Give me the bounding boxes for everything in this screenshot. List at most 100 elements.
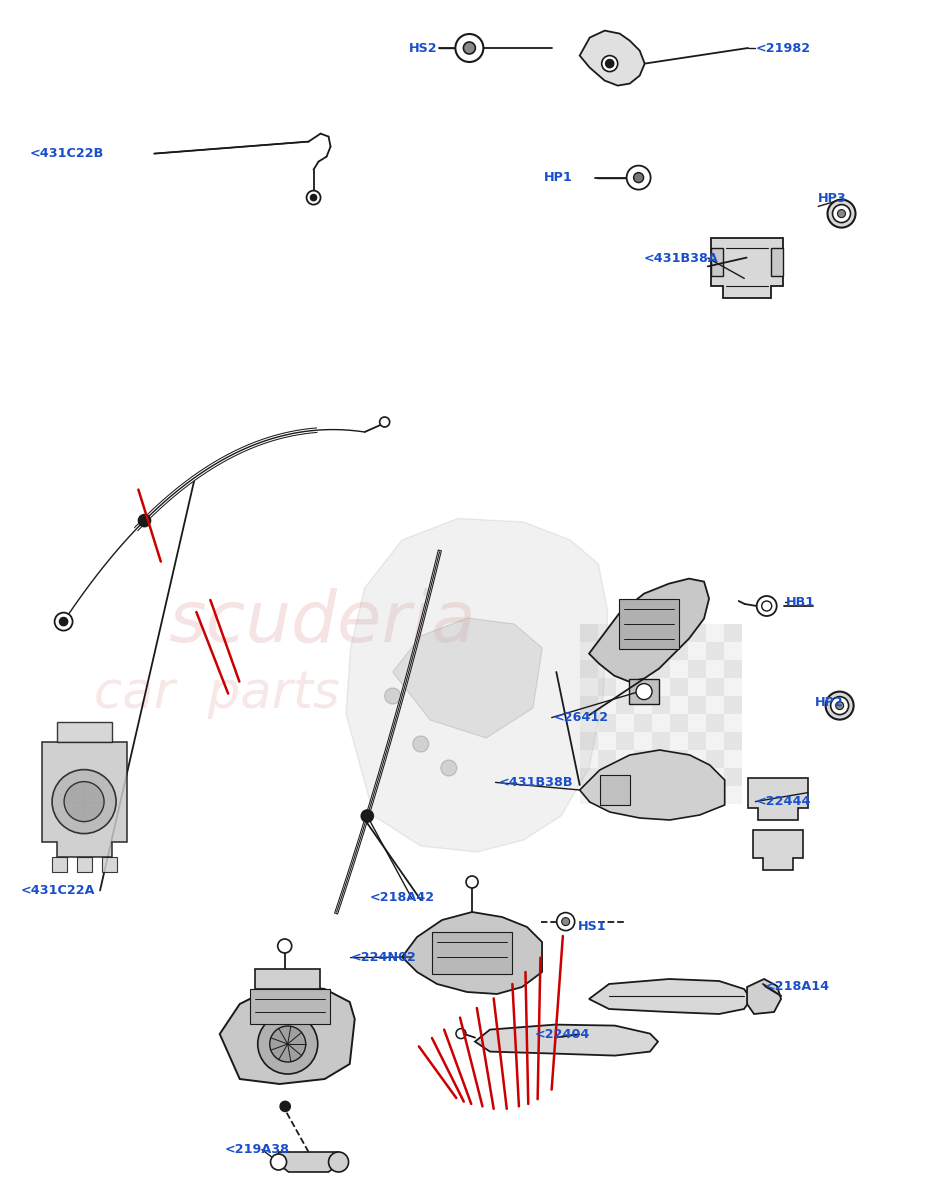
Polygon shape (580, 750, 725, 820)
Polygon shape (619, 599, 679, 648)
Polygon shape (402, 912, 542, 994)
Bar (580, 624, 597, 642)
Bar (597, 786, 616, 804)
Bar (580, 642, 597, 660)
Bar (652, 732, 669, 750)
Polygon shape (711, 238, 783, 298)
Bar (634, 714, 652, 732)
Bar (580, 786, 597, 804)
Text: <431C22A: <431C22A (21, 884, 95, 896)
Text: HS1: HS1 (578, 920, 607, 932)
Bar (706, 678, 724, 696)
Polygon shape (254, 968, 320, 989)
Circle shape (270, 1154, 286, 1170)
Bar (616, 624, 634, 642)
Circle shape (138, 515, 151, 527)
Circle shape (361, 810, 373, 822)
Polygon shape (346, 518, 608, 852)
Circle shape (60, 618, 67, 625)
Bar (706, 768, 724, 786)
Bar (634, 660, 652, 678)
Circle shape (440, 760, 457, 776)
Bar (724, 678, 741, 696)
Circle shape (455, 34, 483, 62)
Text: <431B38A: <431B38A (643, 252, 718, 264)
Polygon shape (580, 30, 645, 85)
Polygon shape (52, 857, 67, 871)
Bar (706, 642, 724, 660)
Text: <21982: <21982 (755, 42, 811, 54)
Text: HP1: HP1 (543, 172, 572, 184)
Bar (634, 678, 652, 696)
Circle shape (380, 416, 390, 427)
Bar (616, 714, 634, 732)
Bar (688, 678, 706, 696)
Circle shape (838, 210, 845, 217)
Circle shape (269, 1026, 306, 1062)
Circle shape (762, 601, 771, 611)
Polygon shape (589, 578, 709, 682)
Circle shape (52, 769, 116, 834)
Bar (688, 642, 706, 660)
Bar (652, 660, 669, 678)
Circle shape (310, 194, 317, 200)
Bar (669, 678, 688, 696)
Bar (688, 624, 706, 642)
Bar (669, 696, 688, 714)
Bar (616, 642, 634, 660)
Bar (724, 696, 741, 714)
Bar (688, 768, 706, 786)
Bar (652, 624, 669, 642)
Bar (634, 624, 652, 642)
Bar (706, 786, 724, 804)
Bar (724, 732, 741, 750)
Circle shape (258, 1014, 318, 1074)
Bar (706, 696, 724, 714)
Circle shape (634, 173, 643, 182)
Bar (634, 732, 652, 750)
Bar (724, 660, 741, 678)
Text: <22404: <22404 (535, 1028, 590, 1040)
Polygon shape (393, 618, 542, 738)
Bar (652, 714, 669, 732)
Bar (706, 732, 724, 750)
Circle shape (328, 1152, 349, 1172)
Polygon shape (77, 857, 92, 871)
Bar (580, 750, 597, 768)
Bar (580, 678, 597, 696)
Bar (724, 750, 741, 768)
Bar (688, 714, 706, 732)
Polygon shape (711, 247, 723, 276)
Circle shape (606, 60, 613, 67)
Circle shape (65, 781, 104, 822)
Bar (652, 750, 669, 768)
Bar (597, 696, 616, 714)
Text: <431B38B: <431B38B (498, 776, 573, 788)
Polygon shape (475, 1025, 658, 1056)
Circle shape (280, 1102, 290, 1111)
Bar (669, 642, 688, 660)
Bar (669, 732, 688, 750)
Polygon shape (589, 979, 751, 1014)
Polygon shape (250, 989, 330, 1024)
Circle shape (464, 42, 475, 54)
Circle shape (602, 55, 618, 72)
Bar (597, 678, 616, 696)
Bar (652, 642, 669, 660)
Circle shape (412, 736, 429, 752)
Bar (616, 768, 634, 786)
Bar (688, 750, 706, 768)
Circle shape (832, 204, 851, 223)
Circle shape (466, 876, 478, 888)
Polygon shape (629, 679, 659, 703)
Polygon shape (747, 979, 781, 1014)
Bar (724, 624, 741, 642)
Bar (597, 660, 616, 678)
Text: <218A14: <218A14 (765, 980, 830, 992)
Bar (580, 732, 597, 750)
Polygon shape (753, 829, 803, 870)
Text: <22444: <22444 (755, 796, 811, 808)
Polygon shape (748, 778, 808, 820)
Text: <219A38: <219A38 (224, 1144, 290, 1156)
Bar (616, 696, 634, 714)
